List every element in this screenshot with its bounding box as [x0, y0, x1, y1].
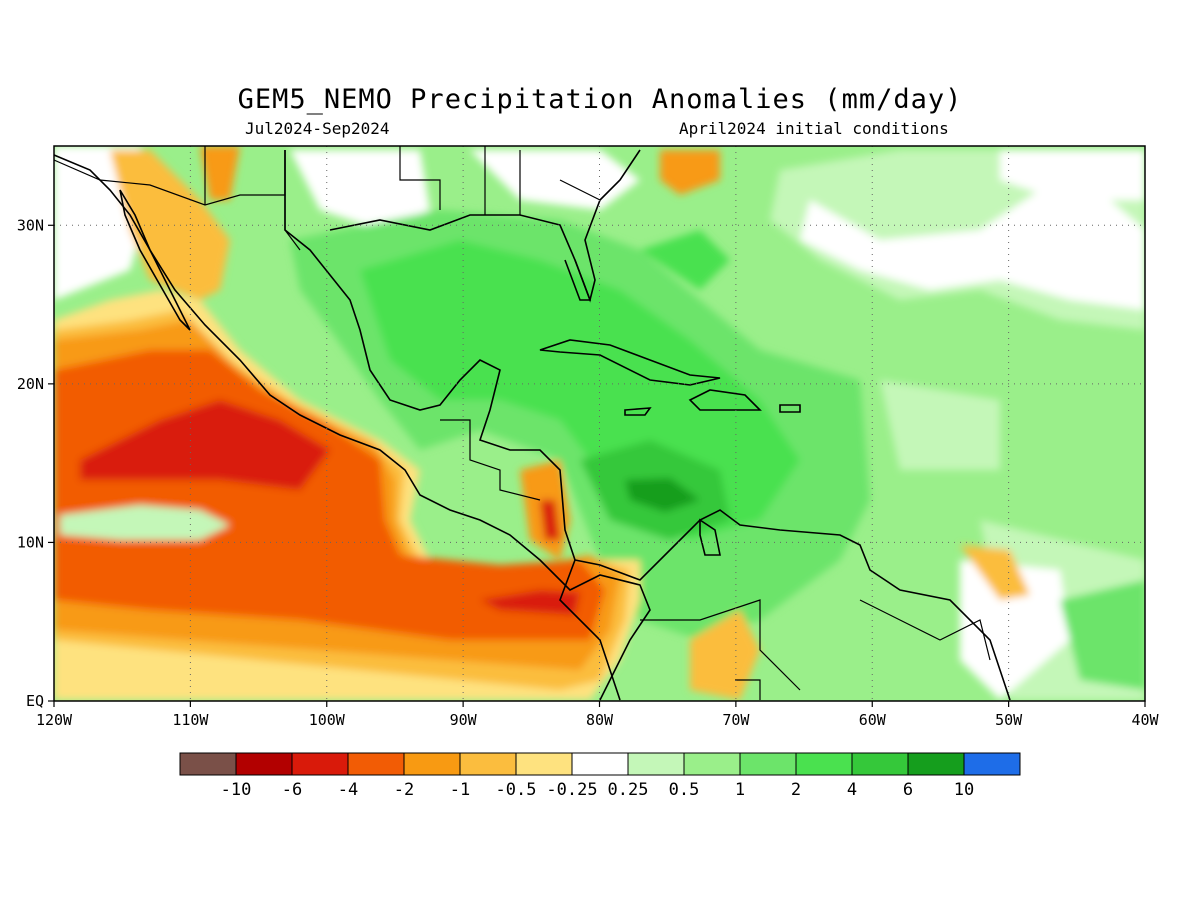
- coastlines: [54, 149, 1011, 701]
- lon-tick-label: 50W: [995, 711, 1023, 729]
- lon-tick-label: 40W: [1131, 711, 1159, 729]
- colorbar-label: -10: [221, 780, 252, 800]
- border-colombia-venezuela: [640, 599, 801, 691]
- colombia-pacific: [559, 559, 621, 701]
- field-costa-rica-red: [540, 500, 560, 540]
- colorbar-swatch: [291, 752, 349, 776]
- gulf-west-coast: [284, 150, 576, 561]
- field-atlantic-white-ne: [1000, 150, 1145, 200]
- cuba: [539, 339, 721, 386]
- colorbar-swatch: [403, 752, 461, 776]
- season-subtitle: Jul2024-Sep2024: [245, 119, 390, 138]
- colorbar-label: -6: [282, 780, 302, 800]
- border-central-america: [440, 419, 541, 501]
- colorbar-swatch: [627, 752, 685, 776]
- axis-ticks: 120W 110W 100W 90W 80W 70W 60W 50W 40W EQ 10N 20N 30…: [17, 216, 1160, 729]
- field-florida-orange: [660, 150, 720, 195]
- field-colombia-yellow: [690, 610, 760, 700]
- baja-california: [119, 189, 191, 331]
- gulf-north-coast: [329, 214, 592, 301]
- colorbar-swatch: [571, 752, 629, 776]
- florida-peninsula: [574, 149, 641, 303]
- lon-tick-label: 70W: [722, 711, 750, 729]
- political-borders: [54, 146, 991, 700]
- field-atlantic-eq-green: [1060, 580, 1145, 690]
- field-pacific-red: [80, 400, 330, 490]
- border-texas: [284, 150, 301, 251]
- colorbar-label: 2: [791, 780, 801, 800]
- field-bahamas-green: [640, 230, 730, 290]
- init-conditions-subtitle: April2024 initial conditions: [679, 119, 949, 138]
- field-pacific-green-streak: [60, 505, 230, 540]
- colorbar-label: 1: [735, 780, 745, 800]
- colorbar-swatch: [347, 752, 405, 776]
- colorbar-label: 4: [847, 780, 857, 800]
- field-baja-yellow: [110, 150, 230, 300]
- lon-tick-label: 110W: [172, 711, 209, 729]
- map-title: GEM5_NEMO Precipitation Anomalies (mm/da…: [237, 84, 963, 115]
- colorbar-label: 0.25: [608, 780, 649, 800]
- colorbar-swatch: [795, 752, 853, 776]
- colorbar-swatch: [963, 752, 1021, 776]
- puerto-rico: [779, 404, 801, 413]
- lat-tick-label: EQ: [26, 692, 44, 710]
- colorbar-swatch: [235, 752, 293, 776]
- colorbar-label: -2: [394, 780, 414, 800]
- colorbar-swatch: [459, 752, 517, 776]
- field-atlantic-white: [800, 190, 1145, 310]
- lon-tick-label: 100W: [309, 711, 346, 729]
- colorbar-swatch: [739, 752, 797, 776]
- colorbar-label: 10: [954, 780, 974, 800]
- jamaica: [624, 407, 652, 416]
- border-southeast: [484, 146, 601, 215]
- lake-maracaibo: [699, 518, 721, 556]
- border-guianas: [859, 599, 991, 661]
- colorbar-label: 0.5: [669, 780, 700, 800]
- field-caribbean-peak-green: [625, 478, 700, 512]
- lon-tick-label: 90W: [450, 711, 478, 729]
- anomaly-field: [54, 146, 1145, 701]
- colorbar-label: -0.5: [496, 780, 537, 800]
- field-atlantic-eq-yellow: [960, 545, 1030, 600]
- colorbar-label: -1: [450, 780, 470, 800]
- colorbar-swatch: [851, 752, 909, 776]
- field-central-atlantic-pale: [880, 380, 1000, 470]
- field-panama-red: [480, 590, 580, 615]
- field-atlantic-eq-white: [960, 560, 1070, 700]
- colorbar: -10 -6 -4 -2 -1 -0.5 -0.25 0.25 0.5 1 2 4 6 10: [179, 752, 1021, 800]
- lat-tick-label: 10N: [17, 533, 44, 551]
- field-southeast-us-white: [470, 150, 640, 210]
- colorbar-swatch: [179, 752, 237, 776]
- lat-tick-label: 30N: [17, 216, 44, 234]
- south-america-north-coast: [574, 509, 1011, 701]
- lon-tick-label: 60W: [859, 711, 887, 729]
- lat-tick-label: 20N: [17, 375, 44, 393]
- hispaniola: [688, 389, 762, 411]
- colorbar-label: -0.25: [546, 780, 597, 800]
- colorbar-swatch: [683, 752, 741, 776]
- colorbar-swatch: [515, 752, 573, 776]
- colorbar-swatch: [907, 752, 965, 776]
- lon-tick-label: 80W: [586, 711, 614, 729]
- border-brazil: [735, 679, 761, 700]
- border-louisiana: [399, 146, 441, 210]
- field-texas-white: [290, 150, 430, 230]
- field-baja-orange: [200, 146, 240, 200]
- graticule: [54, 146, 1145, 701]
- lon-tick-label: 120W: [36, 711, 73, 729]
- colorbar-label: 6: [903, 780, 913, 800]
- colorbar-label: -4: [338, 780, 358, 800]
